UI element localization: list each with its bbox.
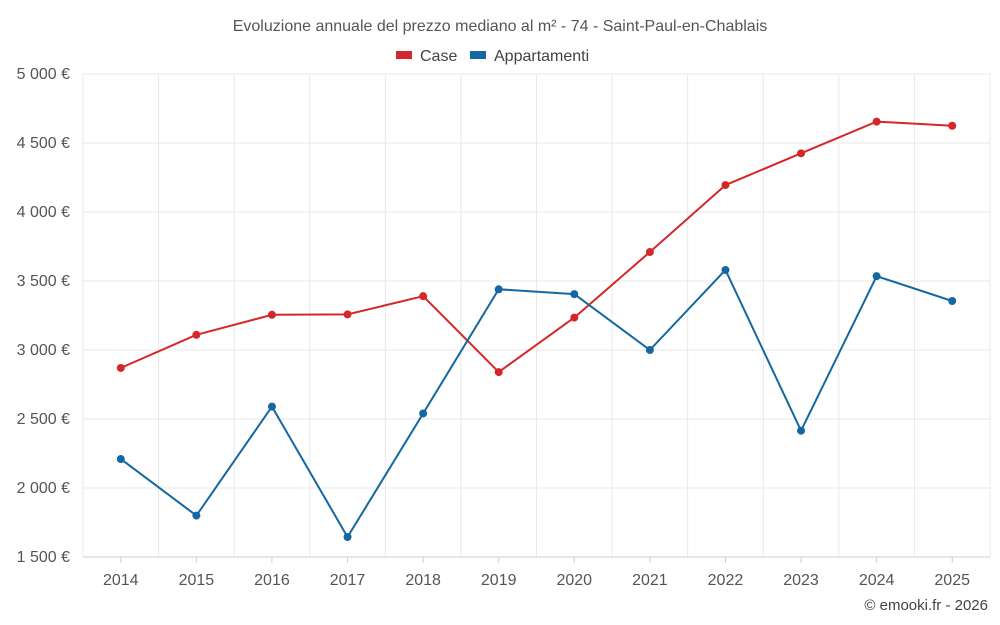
- data-point-appartamenti[interactable]: [721, 265, 730, 274]
- data-point-case[interactable]: [419, 292, 428, 301]
- y-tick-label: 3 000 €: [17, 342, 70, 359]
- legend-swatch-appartamenti: [470, 51, 486, 59]
- data-point-appartamenti[interactable]: [192, 511, 201, 520]
- x-tick-label: 2014: [103, 572, 139, 589]
- grid: [82, 73, 991, 557]
- data-point-case[interactable]: [948, 121, 957, 130]
- x-tick-label: 2024: [859, 572, 895, 589]
- data-point-case[interactable]: [721, 181, 730, 190]
- x-tick-label: 2019: [481, 572, 517, 589]
- legend-label-appartamenti: Appartamenti: [494, 48, 589, 65]
- data-point-case[interactable]: [192, 330, 201, 339]
- x-tick-label: 2015: [179, 572, 215, 589]
- x-tick-label: 2017: [330, 572, 366, 589]
- y-tick-label: 5 000 €: [17, 66, 70, 83]
- x-tick-label: 2022: [708, 572, 744, 589]
- legend-item-appartamenti[interactable]: Appartamenti: [470, 48, 589, 65]
- data-point-appartamenti[interactable]: [419, 409, 428, 418]
- data-point-case[interactable]: [570, 313, 579, 322]
- x-tick-label: 2023: [783, 572, 819, 589]
- data-point-case[interactable]: [797, 149, 806, 158]
- y-tick-label: 1 500 €: [17, 549, 70, 566]
- legend-swatch-case: [396, 51, 412, 59]
- data-point-case[interactable]: [872, 117, 881, 126]
- series-case: [116, 117, 957, 377]
- data-point-appartamenti[interactable]: [570, 290, 579, 299]
- data-point-case[interactable]: [116, 363, 125, 372]
- y-tick-label: 4 000 €: [17, 204, 70, 221]
- data-point-appartamenti[interactable]: [494, 285, 503, 294]
- credit-text: © emooki.fr - 2026: [864, 597, 988, 614]
- data-point-appartamenti[interactable]: [948, 297, 957, 306]
- series-group: [116, 117, 957, 541]
- series-line-appartamenti: [120, 268, 953, 538]
- data-point-case[interactable]: [343, 310, 352, 319]
- x-tick-label: 2016: [254, 572, 290, 589]
- data-point-case[interactable]: [645, 248, 654, 257]
- y-tick-label: 2 500 €: [17, 411, 70, 428]
- data-point-case[interactable]: [267, 310, 276, 319]
- data-point-appartamenti[interactable]: [116, 455, 125, 464]
- legend-label-case: Case: [420, 48, 457, 65]
- legend-item-case[interactable]: Case: [396, 48, 457, 65]
- series-line-case: [120, 120, 953, 374]
- x-tick-label: 2018: [405, 572, 441, 589]
- x-axis: 2014 2015 2016 2017 2018 2019 2020 2021 2022 2023…: [83, 556, 990, 589]
- series-appartamenti: [116, 265, 957, 541]
- x-tick-label: 2020: [556, 572, 592, 589]
- y-axis: 1 500 € 2 000 € 2 500 € 3 000 € 3 500 € 4 000…: [17, 66, 70, 566]
- y-tick-label: 3 500 €: [17, 273, 70, 290]
- data-point-appartamenti[interactable]: [797, 426, 806, 435]
- x-tick-label: 2021: [632, 572, 668, 589]
- data-point-appartamenti[interactable]: [645, 346, 654, 354]
- data-point-appartamenti[interactable]: [267, 402, 276, 411]
- data-point-appartamenti[interactable]: [343, 532, 352, 541]
- x-tick-label: 2025: [934, 572, 970, 589]
- legend[interactable]: Case Appartamenti: [396, 48, 589, 65]
- data-point-case[interactable]: [494, 368, 503, 377]
- y-tick-label: 2 000 €: [17, 480, 70, 497]
- y-tick-label: 4 500 €: [17, 135, 70, 152]
- chart-title: Evoluzione annuale del prezzo mediano al…: [233, 18, 768, 35]
- data-point-appartamenti[interactable]: [872, 272, 881, 281]
